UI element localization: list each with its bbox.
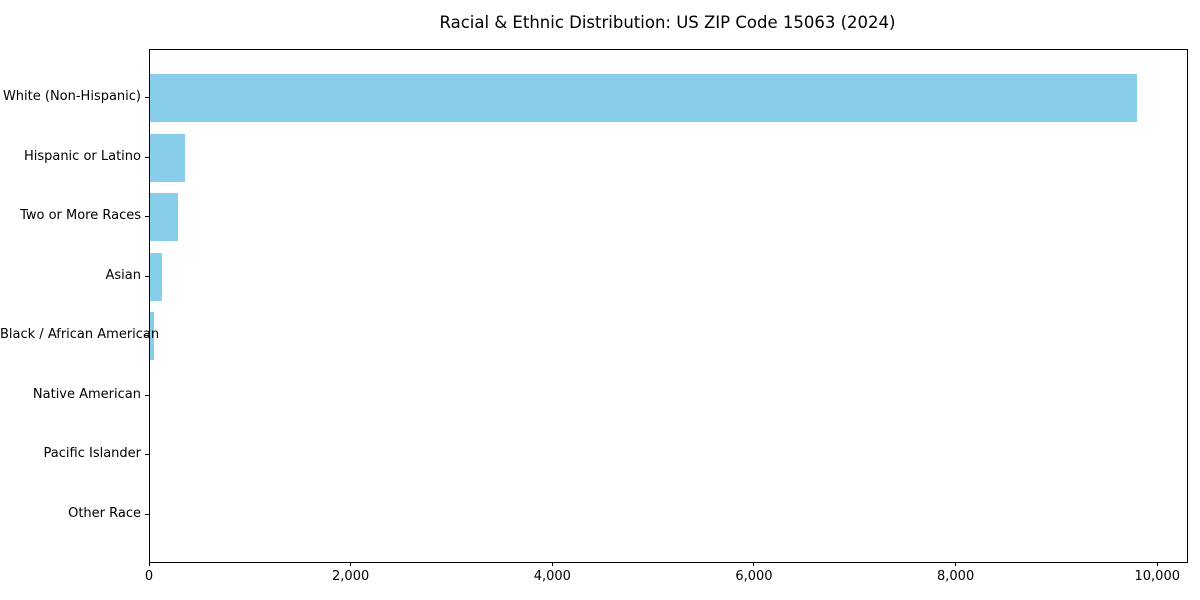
ytick-label-white-non-hispanic: White (Non-Hispanic) [2, 89, 141, 104]
ytick-label-two-or-more-races: Two or More Races [20, 208, 141, 224]
xtick-label-0: 0 [144, 569, 154, 584]
xtick-mark [350, 562, 352, 566]
ytick-mark [145, 275, 149, 277]
ytick-mark [145, 216, 149, 218]
xtick-mark [955, 562, 957, 566]
ytick-mark [145, 394, 149, 396]
bar-hispanic-or-latino [150, 133, 185, 182]
xtick-label-4000: 4,000 [533, 569, 571, 584]
ytick-label-black-african-american: Black / African American [0, 327, 160, 343]
ytick-mark [145, 156, 149, 158]
bar-two-or-more-races [150, 193, 178, 242]
bar-asian [150, 252, 163, 301]
ytick-label-pacific-islander: Pacific Islander [43, 446, 141, 462]
bar-black-african-american [150, 312, 155, 361]
chart-title: Racial & Ethnic Distribution: US ZIP Cod… [439, 13, 896, 32]
ytick-label-native-american: Native American [32, 386, 141, 402]
ytick-label-other-race: Other Race [68, 506, 141, 521]
ytick-mark [145, 514, 149, 515]
xtick-label-2000: 2,000 [332, 569, 370, 584]
ytick-label-asian: Asian [105, 267, 141, 283]
xtick-label-10000: 10,000 [1134, 569, 1181, 584]
xtick-mark [1156, 562, 1158, 566]
ytick-mark [145, 97, 149, 98]
xtick-label-8000: 8,000 [937, 569, 975, 584]
xtick-mark [551, 562, 553, 566]
xtick-label-6000: 6,000 [735, 569, 773, 584]
xtick-mark [753, 562, 755, 566]
ytick-label-hispanic-or-latino: Hispanic or Latino [23, 148, 141, 164]
ytick-mark [145, 335, 149, 337]
ytick-mark [145, 454, 149, 456]
plot-area [149, 49, 1188, 563]
xtick-mark [148, 562, 150, 566]
bar-white-non-hispanic [150, 74, 1138, 122]
